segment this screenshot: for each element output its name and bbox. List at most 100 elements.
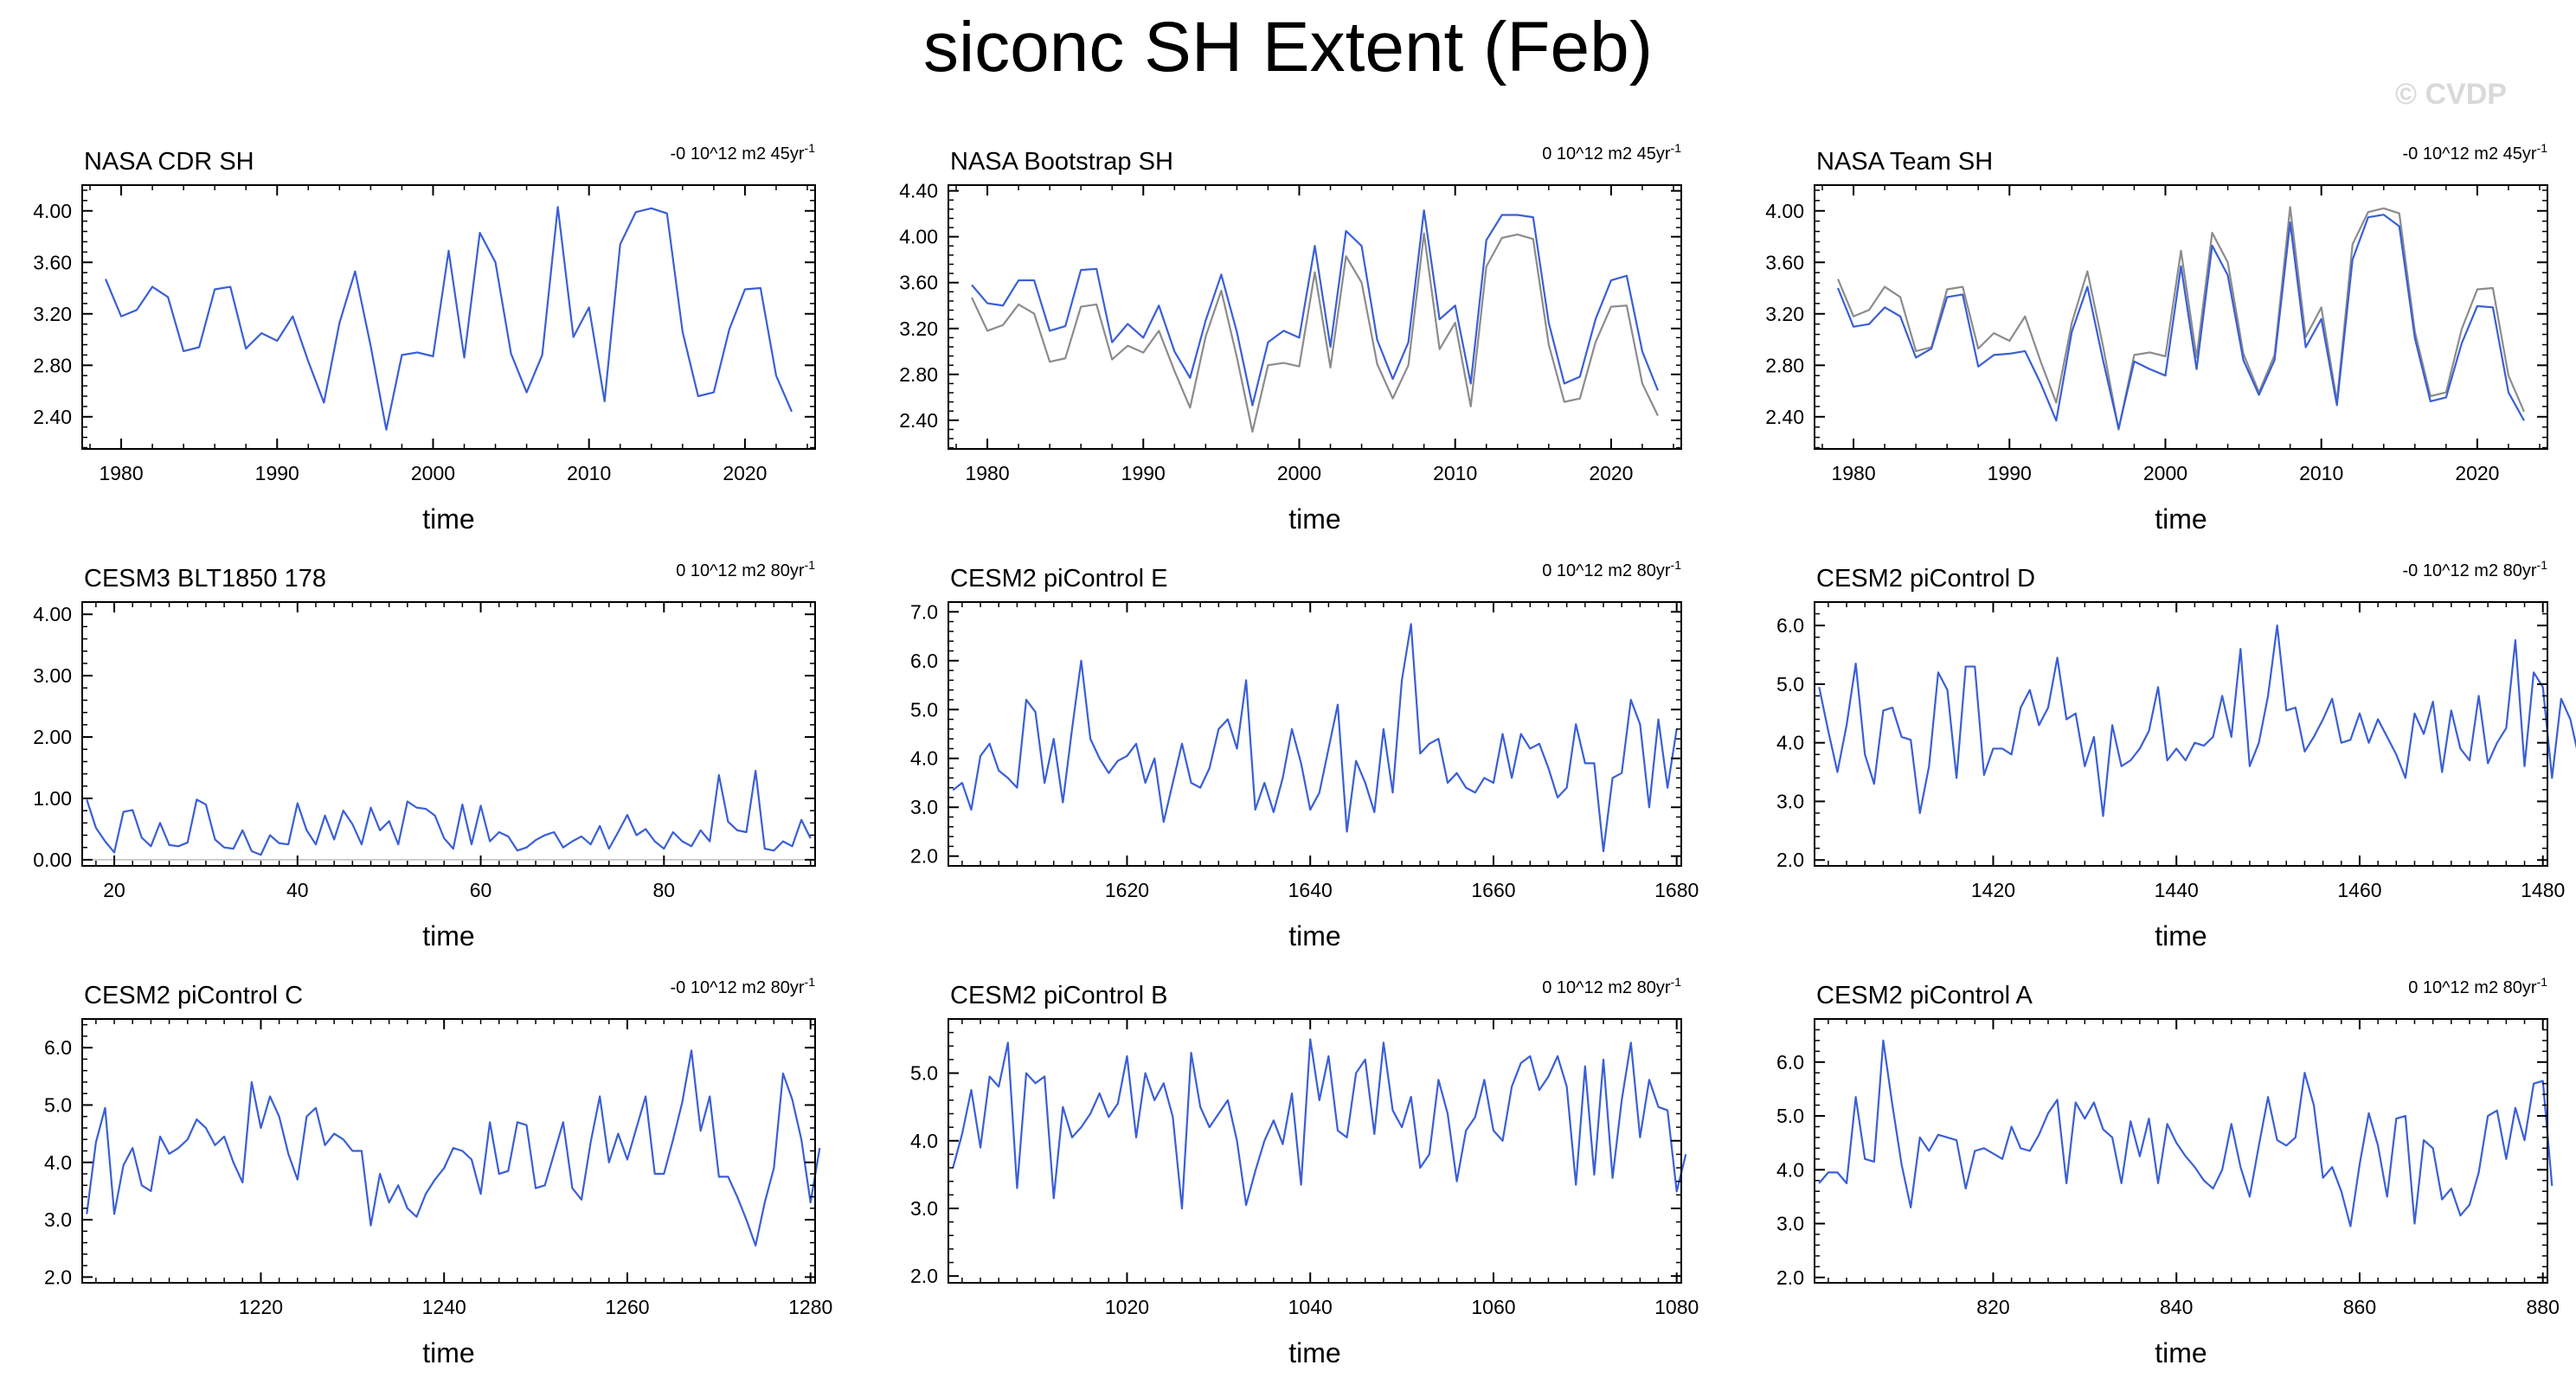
x-tick-label: 1990	[1988, 462, 2032, 484]
y-tick-label: 2.40	[33, 406, 72, 428]
y-tick-label: 2.80	[899, 363, 938, 386]
x-axis-label: time	[422, 503, 474, 535]
y-tick-label: 1.00	[33, 787, 72, 810]
panel-title: NASA CDR SH	[84, 148, 254, 176]
x-tick-label: 880	[2527, 1296, 2560, 1318]
trend-label-text: -0 10^12 m2 80yr	[671, 978, 805, 997]
x-tick-label: 2010	[567, 462, 611, 484]
x-tick-label: 1280	[788, 1296, 832, 1318]
panel-title: CESM3 BLT1850 178	[84, 565, 326, 593]
y-tick-label: 4.00	[33, 603, 72, 625]
chart-panel: CESM3 BLT1850 178 0 10^12 m2 80yr-1 20 40 60…	[33, 558, 816, 952]
plot-frame	[948, 184, 1682, 450]
x-tick-label: 1240	[422, 1296, 466, 1318]
y-tick-label: 2.00	[33, 726, 72, 748]
figure-title: siconc SH Extent (Feb)	[922, 8, 1654, 87]
panel-title: NASA Team SH	[1816, 148, 1993, 176]
y-tick-label: 2.0	[910, 1265, 938, 1287]
x-tick-label: 1260	[605, 1296, 649, 1318]
plot-frame	[1814, 184, 2548, 450]
chart-panel: NASA Bootstrap SH 0 10^12 m2 45yr-1 1980 19…	[899, 141, 1682, 535]
chart-panel: CESM2 piControl D -0 10^12 m2 80yr-1 1420 1…	[1776, 558, 2576, 952]
y-tick-label: 2.80	[33, 354, 72, 376]
x-tick-label: 1980	[99, 462, 143, 484]
x-tick-label: 1990	[1121, 462, 1166, 484]
trend-label-text: 0 10^12 m2 45yr	[1542, 144, 1671, 163]
trend-label: -0 10^12 m2 80yr-1	[671, 975, 816, 997]
x-tick-label: 1220	[239, 1296, 283, 1318]
y-tick-label: 3.0	[910, 1197, 938, 1220]
y-tick-label: 4.00	[33, 200, 72, 222]
plot-frame	[81, 601, 816, 867]
panel-title: CESM2 piControl A	[1816, 982, 2033, 1009]
trend-label: 0 10^12 m2 80yr-1	[1542, 975, 1681, 997]
x-tick-label: 1020	[1105, 1296, 1149, 1318]
y-tick-label: 4.0	[44, 1151, 72, 1174]
x-tick-label: 2010	[1433, 462, 1477, 484]
chart-panel: CESM2 piControl B 0 10^12 m2 80yr-1 1020 10…	[910, 975, 1699, 1368]
y-tick-label: 6.0	[1776, 1051, 1804, 1073]
reference-series-line	[1837, 206, 2525, 431]
x-tick-label: 2020	[723, 462, 767, 484]
x-tick-label: 1980	[1831, 462, 1875, 484]
trend-label-text: -0 10^12 m2 45yr	[671, 144, 805, 163]
trend-label-text: -0 10^12 m2 45yr	[2403, 144, 2537, 163]
x-tick-label: 1620	[1105, 879, 1149, 901]
y-tick-label: 5.0	[44, 1093, 72, 1116]
x-tick-label: 2000	[411, 462, 455, 484]
y-tick-label: 6.0	[44, 1036, 72, 1059]
y-tick-label: 4.0	[1776, 732, 1804, 754]
primary-series-line	[952, 623, 1678, 853]
y-tick-label: 2.0	[1776, 849, 1804, 871]
primary-series-line	[86, 769, 812, 856]
y-tick-label: 3.60	[899, 272, 938, 294]
y-tick-label: 3.0	[1776, 790, 1804, 812]
panel-title: CESM2 piControl C	[84, 982, 303, 1009]
x-tick-label: 2000	[1277, 462, 1321, 484]
x-tick-label: 1080	[1654, 1296, 1699, 1318]
x-tick-label: 1480	[2521, 879, 2565, 901]
y-tick-label: 5.0	[1776, 673, 1804, 695]
y-tick-label: 3.0	[1776, 1213, 1804, 1235]
x-tick-label: 820	[1976, 1296, 2009, 1318]
x-tick-label: 1460	[2337, 879, 2381, 901]
x-tick-label: 1060	[1471, 1296, 1515, 1318]
trend-label-text: 0 10^12 m2 80yr	[1542, 978, 1671, 997]
y-tick-label: 4.0	[910, 1130, 938, 1152]
trend-label: 0 10^12 m2 80yr-1	[1542, 558, 1681, 580]
primary-series-line	[1818, 625, 2576, 817]
x-tick-label: 860	[2343, 1296, 2376, 1318]
x-axis-label: time	[422, 1337, 474, 1368]
x-tick-label: 1040	[1288, 1296, 1333, 1318]
y-tick-label: 6.0	[910, 650, 938, 672]
plot-frame	[948, 1018, 1682, 1284]
y-tick-label: 3.0	[910, 796, 938, 818]
trend-superscript: -1	[1671, 558, 1682, 572]
y-tick-label: 2.40	[1765, 406, 1804, 428]
trend-label: 0 10^12 m2 80yr-1	[676, 558, 815, 580]
chart-panel: CESM2 piControl C -0 10^12 m2 80yr-1 1220 1…	[44, 975, 832, 1368]
plot-frame	[81, 184, 816, 450]
panel-title: CESM2 piControl B	[950, 982, 1167, 1009]
x-tick-label: 2020	[2455, 462, 2499, 484]
chart-panel: CESM2 piControl E 0 10^12 m2 80yr-1 1620 16…	[910, 558, 1699, 952]
y-tick-label: 4.00	[1765, 200, 1804, 222]
primary-series-line	[1837, 214, 2525, 430]
y-tick-label: 4.0	[1776, 1158, 1804, 1181]
primary-series-line	[952, 1038, 1687, 1210]
y-tick-label: 7.0	[910, 600, 938, 623]
plot-frame	[1814, 601, 2548, 867]
y-tick-label: 2.0	[1776, 1266, 1804, 1289]
primary-series-line	[971, 209, 1659, 407]
reference-series-line	[971, 232, 1659, 433]
x-tick-label: 2010	[2299, 462, 2343, 484]
x-tick-label: 1660	[1471, 879, 1515, 901]
y-tick-label: 3.20	[1765, 303, 1804, 325]
x-axis-label: time	[2155, 920, 2207, 952]
trend-superscript: -1	[805, 558, 816, 572]
x-tick-label: 1990	[255, 462, 299, 484]
trend-superscript: -1	[805, 141, 816, 155]
x-tick-label: 2020	[1589, 462, 1633, 484]
trend-superscript: -1	[2537, 975, 2548, 989]
